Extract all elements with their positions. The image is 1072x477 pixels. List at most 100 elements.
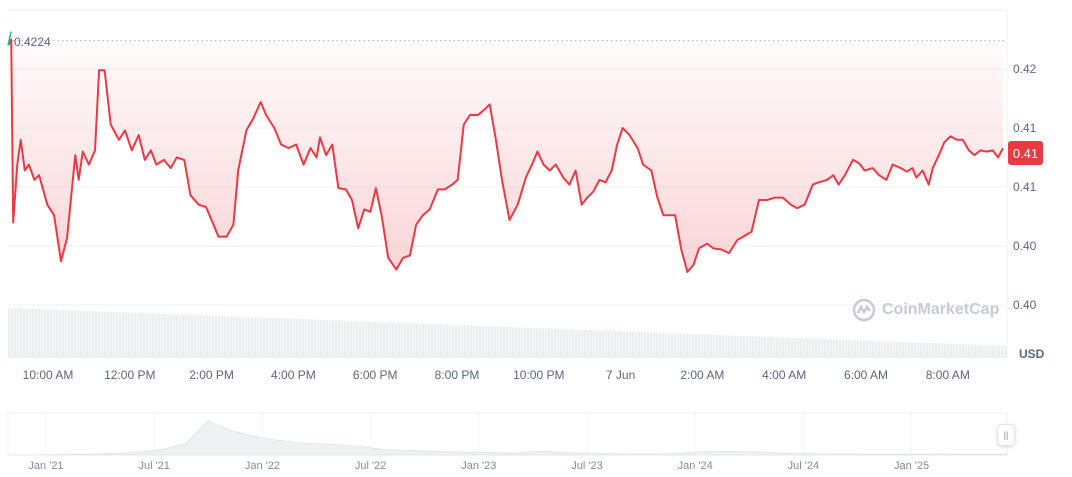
volume-bar	[689, 333, 692, 358]
volume-bar	[221, 316, 224, 358]
x-tick-label: 6:00 PM	[353, 368, 398, 382]
volume-bar	[533, 327, 536, 358]
volume-bar	[374, 321, 377, 358]
volume-bar	[362, 321, 365, 358]
volume-bar	[791, 337, 794, 358]
volume-bar	[923, 342, 926, 358]
volume-bar	[392, 322, 395, 358]
currency-label: USD	[1019, 347, 1045, 361]
volume-bar	[194, 315, 197, 358]
volume-bar	[224, 316, 227, 358]
drag-handle-icon[interactable]: ||	[997, 424, 1015, 446]
volume-bar	[323, 319, 326, 358]
volume-bar	[383, 322, 386, 358]
navigator-frame	[7, 412, 1008, 456]
volume-bar	[716, 334, 719, 358]
volume-bar	[20, 308, 23, 358]
volume-bar	[203, 315, 206, 358]
x-tick-label: 8:00 PM	[435, 368, 480, 382]
volume-bar	[278, 318, 281, 358]
navigator-tick-label: Jan '25	[894, 460, 929, 472]
volume-bar	[38, 309, 41, 358]
volume-bar	[704, 334, 707, 358]
volume-bar	[284, 318, 287, 358]
volume-bar	[215, 315, 218, 358]
volume-bar	[338, 320, 341, 358]
volume-bar	[668, 333, 671, 358]
volume-bar	[47, 309, 50, 358]
volume-bar	[32, 308, 35, 358]
volume-bar	[605, 330, 608, 358]
navigator-tick-label: Jan '21	[28, 460, 63, 472]
volume-bar	[53, 309, 56, 358]
volume-bar	[467, 325, 470, 358]
volume-bar	[452, 324, 455, 358]
volume-bar	[14, 308, 17, 358]
volume-bar	[263, 317, 266, 358]
volume-bar	[26, 308, 29, 358]
volume-bar	[719, 335, 722, 358]
volume-bar	[848, 339, 851, 358]
volume-bar	[641, 332, 644, 358]
volume-bar	[329, 320, 332, 358]
navigator-tick-label: Jan '22	[245, 460, 280, 472]
volume-bar	[353, 321, 356, 358]
volume-bar	[188, 314, 191, 358]
volume-bar	[128, 312, 131, 358]
volume-bar	[479, 325, 482, 358]
volume-bar	[377, 322, 380, 358]
volume-bar	[854, 340, 857, 358]
volume-bar	[803, 338, 806, 358]
volume-bar	[758, 336, 761, 358]
volume-bar	[890, 341, 893, 358]
volume-bar	[602, 330, 605, 358]
volume-bar	[656, 332, 659, 358]
volume-bar	[911, 342, 914, 358]
volume-bar	[422, 323, 425, 358]
volume-bar	[692, 334, 695, 358]
volume-bar	[701, 334, 704, 358]
volume-bar	[290, 318, 293, 358]
volume-bar	[308, 319, 311, 358]
volume-bar	[950, 343, 953, 358]
volume-bar	[443, 324, 446, 358]
volume-bar	[281, 318, 284, 358]
volume-bar	[722, 335, 725, 358]
volume-bar	[734, 335, 737, 358]
volume-bar	[956, 344, 959, 358]
y-tick-label: 0.41	[1013, 121, 1037, 135]
volume-bar	[554, 328, 557, 358]
volume-bar	[251, 317, 254, 358]
watermark-text: CoinMarketCap	[882, 301, 1000, 318]
volume-bar	[869, 340, 872, 358]
volume-bar	[551, 328, 554, 358]
volume-bar	[887, 341, 890, 358]
volume-bar	[626, 331, 629, 358]
volume-bar	[410, 323, 413, 358]
volume-bar	[416, 323, 419, 358]
volume-bar	[446, 324, 449, 358]
volume-bar	[707, 334, 710, 358]
volume-bar	[944, 343, 947, 358]
volume-bar	[959, 344, 962, 358]
volume-bar	[929, 343, 932, 358]
volume-bar	[71, 310, 74, 358]
volume-bar	[161, 313, 164, 358]
watermark: CoinMarketCap	[852, 298, 999, 322]
volume-bar	[485, 326, 488, 358]
volume-bar	[1004, 345, 1007, 358]
volume-bar	[56, 309, 59, 358]
volume-bar	[548, 328, 551, 358]
volume-bar	[104, 311, 107, 358]
volume-bar	[425, 323, 428, 358]
volume-bar	[197, 315, 200, 358]
volume-bar	[677, 333, 680, 358]
volume-bar	[596, 330, 599, 358]
volume-bar	[818, 338, 821, 358]
volume-bar	[644, 332, 647, 358]
volume-bar	[347, 320, 350, 358]
volume-bar	[989, 345, 992, 358]
navigator-area	[8, 420, 1008, 456]
price-area-fill	[8, 39, 1004, 272]
